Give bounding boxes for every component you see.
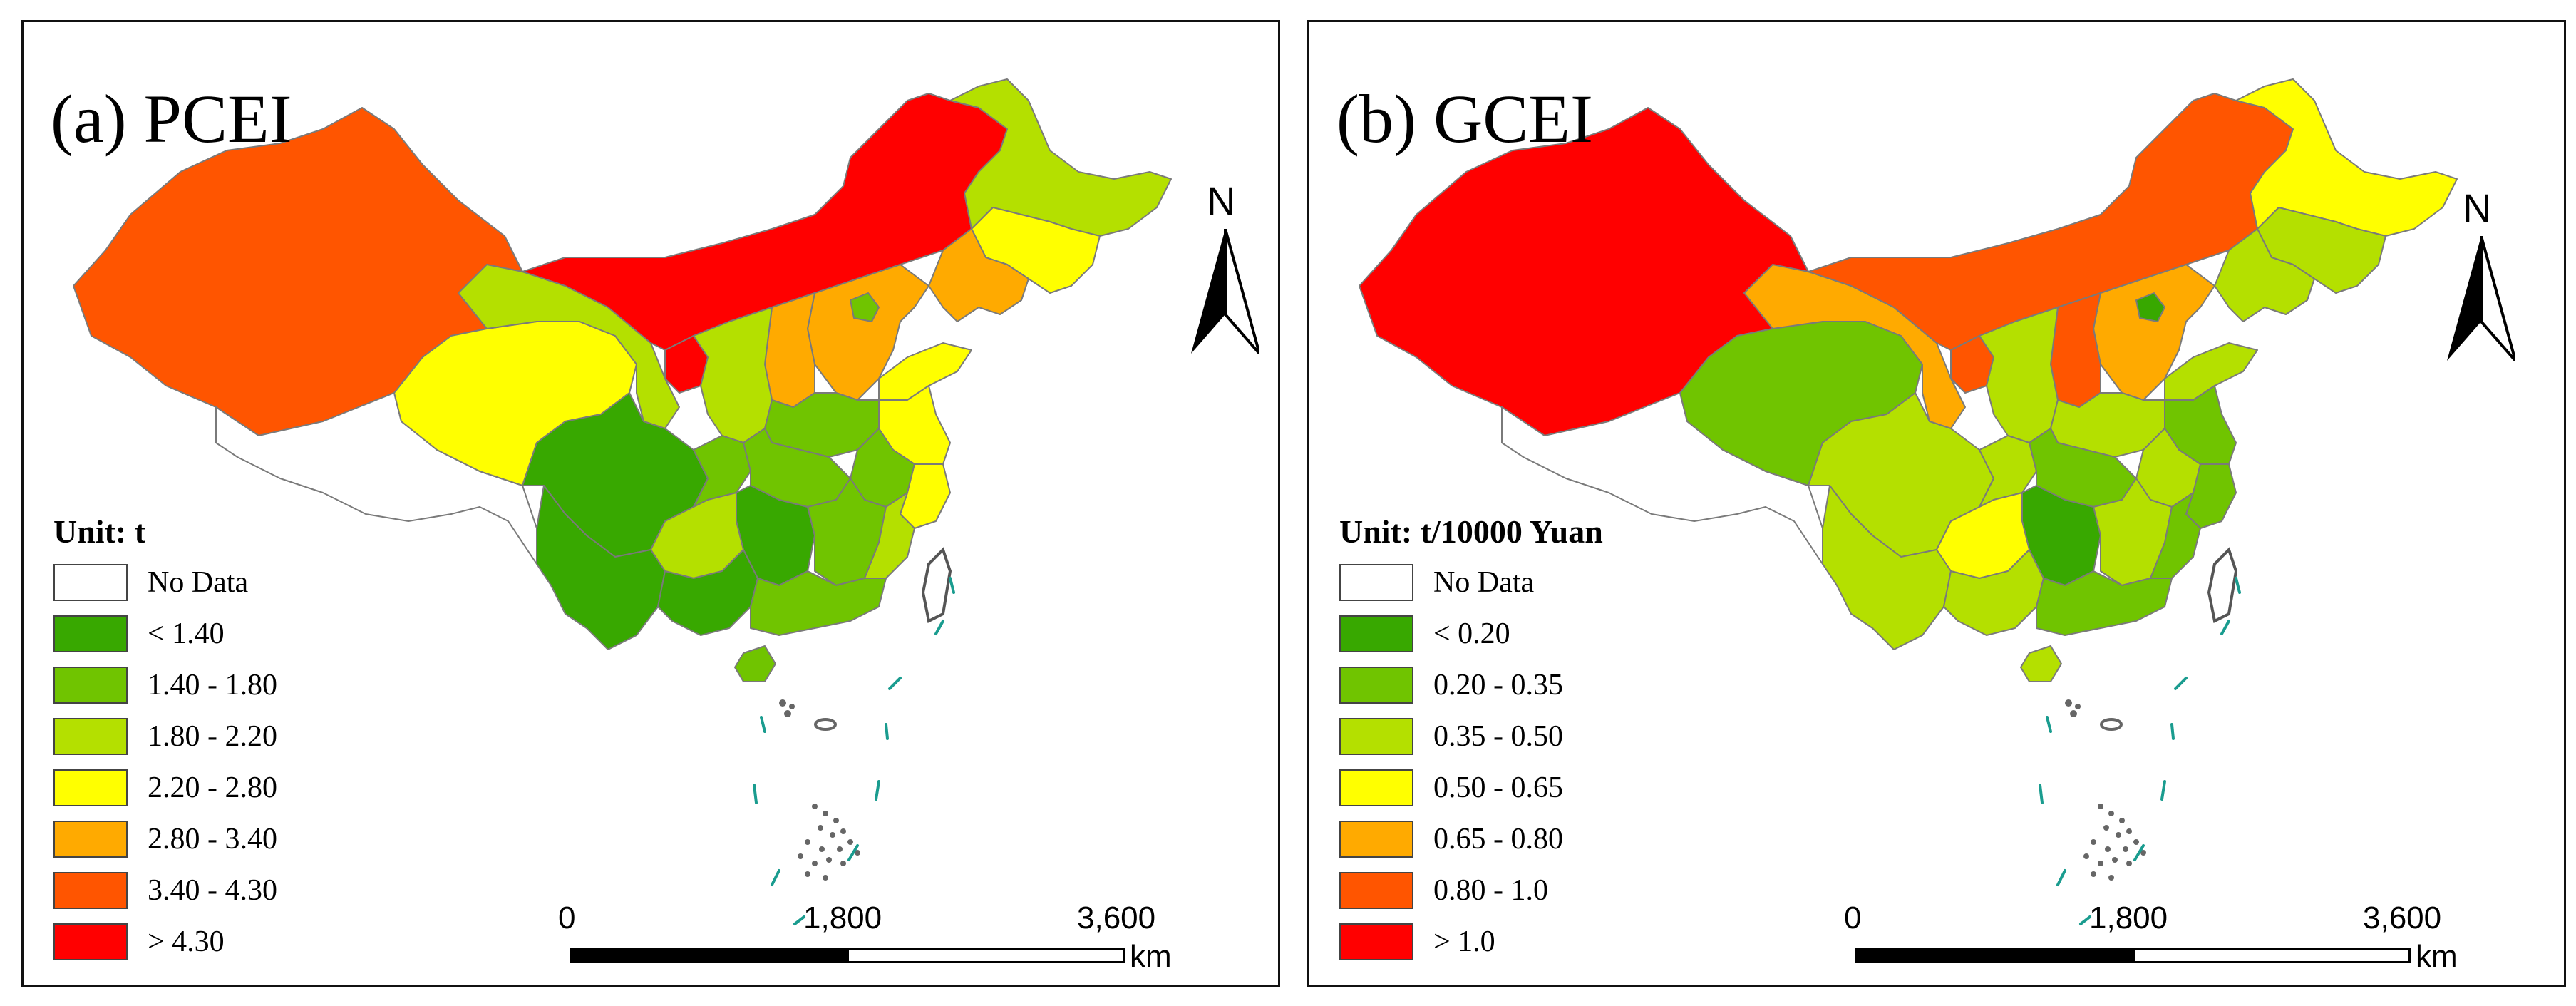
legend-swatch — [1339, 872, 1413, 909]
scale-tick-1800: 1,800 — [2089, 900, 2168, 935]
legend-label: 1.80 - 2.20 — [148, 720, 277, 753]
legend-item: No Data — [53, 564, 248, 601]
region-beijing — [850, 292, 880, 322]
legend-label: 2.20 - 2.80 — [148, 771, 277, 804]
legend-item: 2.80 - 3.40 — [53, 821, 277, 858]
region-guangdong — [750, 570, 887, 636]
scale-unit: km — [2416, 939, 2458, 974]
scale-tick-0: 0 — [558, 900, 576, 935]
china-map — [73, 78, 1172, 925]
legend-item: > 1.0 — [1339, 923, 1495, 960]
region-hainan — [734, 645, 776, 682]
legend-unit: Unit: t/10000 Yuan — [1339, 513, 1603, 550]
north-arrow-icon — [2447, 236, 2515, 361]
legend-item: < 1.40 — [53, 615, 225, 652]
legend-swatch — [53, 769, 128, 806]
nine-dash-line — [2039, 577, 2241, 925]
legend-swatch — [1339, 564, 1413, 601]
legend-item: 3.40 - 4.30 — [53, 872, 277, 909]
nine-dash-line — [753, 577, 955, 925]
legend-label: 0.50 - 0.65 — [1433, 771, 1563, 804]
region-hainan — [2020, 645, 2062, 682]
legend-swatch — [53, 564, 128, 601]
north-arrow-icon — [1191, 229, 1259, 354]
legend-item: No Data — [1339, 564, 1534, 601]
scale-tick-1800: 1,800 — [803, 900, 882, 935]
legend-swatch — [53, 667, 128, 704]
legend-label: < 1.40 — [148, 617, 225, 650]
scale-bar-black — [1855, 948, 2135, 963]
legend-label: 3.40 - 4.30 — [148, 874, 277, 907]
legend-unit: Unit: t — [53, 513, 146, 550]
scale-bar-black — [570, 948, 849, 963]
legend-label: 2.80 - 3.40 — [148, 823, 277, 856]
panel-title: (b) GCEI — [1336, 81, 1593, 157]
legend-item: 0.20 - 0.35 — [1339, 667, 1563, 704]
scale-tick-3600: 3,600 — [1077, 900, 1156, 935]
legend-label: 0.80 - 1.0 — [1433, 874, 1548, 907]
legend-swatch — [1339, 821, 1413, 858]
taiwan-island — [921, 547, 952, 623]
north-label: N — [2463, 185, 2492, 230]
legend-label: No Data — [148, 566, 249, 599]
legend-swatch — [1339, 667, 1413, 704]
legend-item: < 0.20 — [1339, 615, 1510, 652]
legend-swatch — [53, 615, 128, 652]
region-fujian — [864, 492, 915, 579]
legend-item: 2.20 - 2.80 — [53, 769, 277, 806]
legend-swatch — [1339, 769, 1413, 806]
legend-item: 0.80 - 1.0 — [1339, 872, 1548, 909]
legend-label: 1.40 - 1.80 — [148, 669, 277, 702]
region-guangdong — [2036, 570, 2173, 636]
legend-item: > 4.30 — [53, 923, 225, 960]
region-beijing — [2135, 292, 2165, 322]
legend-swatch — [53, 821, 128, 858]
legend-label: 0.20 - 0.35 — [1433, 669, 1563, 702]
region-yunnan — [536, 485, 666, 650]
legend-label: 0.35 - 0.50 — [1433, 720, 1563, 753]
legend-item: 0.65 - 0.80 — [1339, 821, 1563, 858]
south-china-sea-islands — [2065, 699, 2146, 881]
scale-bar-white — [847, 948, 1125, 963]
region-liaoning — [2214, 228, 2315, 322]
legend-label: No Data — [1433, 566, 1535, 599]
region-liaoning — [928, 228, 1029, 322]
legend-label: < 0.20 — [1433, 617, 1510, 650]
legend-swatch — [53, 872, 128, 909]
panel-title: (a) PCEI — [51, 81, 292, 157]
panel-pcei: (a) PCEI N Unit: t No Data < 1.40 1.40 -… — [21, 20, 1280, 987]
legend-item: 1.80 - 2.20 — [53, 718, 277, 755]
scale-bar-white — [2133, 948, 2411, 963]
legend-item: 0.50 - 0.65 — [1339, 769, 1563, 806]
legend-swatch — [1339, 718, 1413, 755]
legend-label: > 4.30 — [148, 925, 225, 958]
legend-label: > 1.0 — [1433, 925, 1495, 958]
region-yunnan — [1822, 485, 1952, 650]
legend-swatch — [1339, 923, 1413, 960]
panel-gcei: (b) GCEI N Unit: t/10000 Yuan No Data < … — [1307, 20, 2566, 987]
legend-label: 0.65 - 0.80 — [1433, 823, 1563, 856]
legend-item: 0.35 - 0.50 — [1339, 718, 1563, 755]
north-label: N — [1207, 178, 1236, 223]
legend-swatch — [1339, 615, 1413, 652]
scale-tick-3600: 3,600 — [2363, 900, 2442, 935]
taiwan-island — [2207, 547, 2238, 623]
legend-swatch — [53, 718, 128, 755]
region-fujian — [2150, 492, 2201, 579]
china-map — [1359, 78, 2458, 925]
scale-tick-0: 0 — [1844, 900, 1862, 935]
scale-unit: km — [1130, 939, 1172, 974]
south-china-sea-islands — [779, 699, 860, 881]
legend-swatch — [53, 923, 128, 960]
legend-item: 1.40 - 1.80 — [53, 667, 277, 704]
